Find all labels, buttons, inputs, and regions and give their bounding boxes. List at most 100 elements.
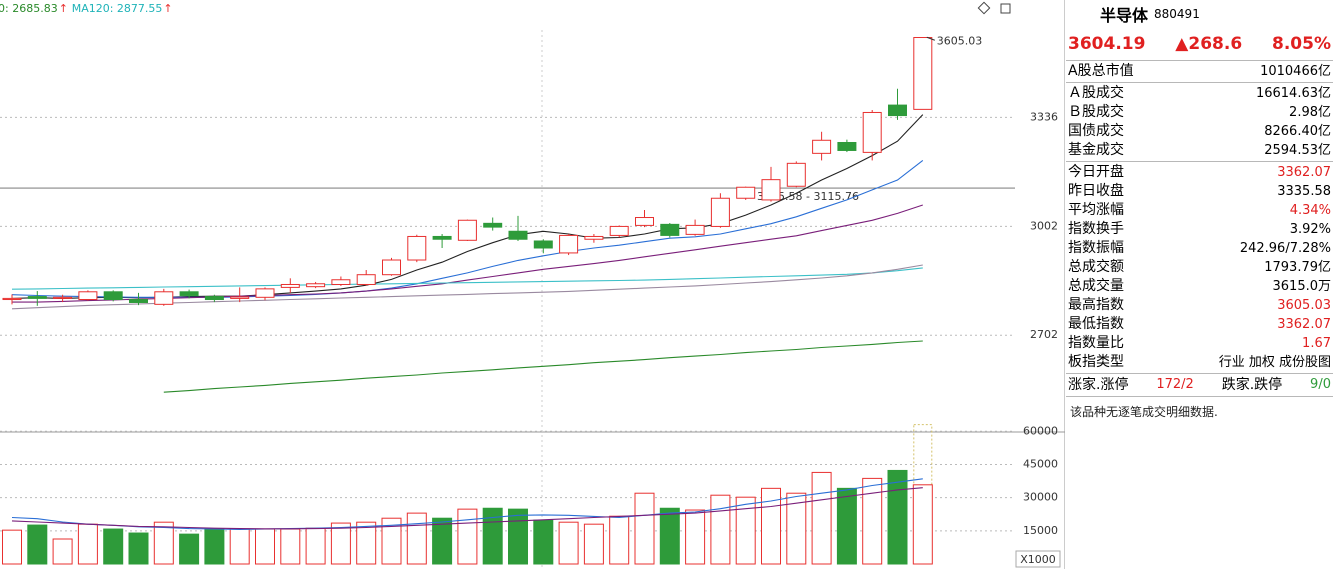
volume-bar: [27, 524, 48, 565]
volume-bar: [735, 496, 756, 565]
volume-bar: [685, 509, 706, 565]
row-value: 3335.58: [1277, 184, 1331, 199]
candle-body: [432, 235, 452, 240]
volume-bar: [2, 529, 22, 565]
row-value: 1.67: [1302, 336, 1331, 351]
volume-bar: [77, 523, 98, 565]
row-label: 平均涨幅: [1068, 202, 1124, 218]
volume-ma-line: [11, 487, 923, 530]
row-label: 最高指数: [1068, 297, 1124, 313]
panel-row: 总成交额 1793.79亿: [1066, 258, 1333, 277]
y-tick-label: 3336: [1030, 110, 1058, 123]
row-value: 2.98亿: [1289, 105, 1331, 120]
row-label: 总成交额: [1068, 259, 1124, 275]
down-label: 跌家.跌停: [1221, 377, 1283, 393]
panel-row: 总成交量 3615.0万: [1066, 277, 1333, 296]
y-tick-label: 45000: [1023, 457, 1058, 470]
candle-body: [913, 37, 933, 110]
row-label: Ａ股成交: [1068, 85, 1124, 101]
row-label: 指数量比: [1068, 335, 1124, 351]
y-tick-label: 30000: [1023, 491, 1058, 504]
y-tick-label: 60000: [1023, 424, 1058, 437]
row-label: 板指类型: [1068, 354, 1124, 370]
info-panel: 半导体 880491 3604.19 ▲268.6 8.05% A股总市值 1010466亿…: [1066, 0, 1333, 569]
volume-bar: [862, 477, 883, 565]
window-icon[interactable]: [1000, 3, 1011, 14]
ma-line: [11, 267, 923, 290]
panel-row: 板指类型 行业 加权 成份股图: [1066, 353, 1333, 372]
row-label: A股总市值: [1068, 63, 1134, 79]
candle-body: [154, 291, 174, 305]
last-price: 3604.19: [1068, 34, 1146, 54]
volume-bar: [280, 528, 301, 565]
panel-row: 最高指数 3605.03: [1066, 296, 1333, 315]
candle-body: [635, 217, 654, 226]
candle-body: [761, 179, 781, 201]
candle-body: [862, 111, 882, 153]
candle-body: [888, 104, 907, 117]
volume-bar: [887, 469, 908, 565]
up-value: 172/2: [1156, 377, 1194, 392]
row-value: 1793.79亿: [1264, 260, 1331, 275]
candle-body: [786, 162, 806, 187]
candle-body: [280, 283, 300, 288]
volume-ma-line: [11, 478, 923, 531]
candle-body: [103, 291, 123, 301]
ma-arrow: ↑: [59, 2, 68, 15]
volume-bar: [634, 492, 655, 565]
row-label: 基金成交: [1068, 142, 1124, 158]
candle-body: [356, 274, 376, 285]
candle-body: [129, 299, 148, 303]
panel-group: 今日开盘 3362.07 昨日收盘 3335.58 平均涨幅 4.34% 指数换手 3.92%…: [1066, 161, 1333, 373]
candle-body: [736, 186, 756, 199]
volume-bar: [406, 512, 427, 565]
candle-body: [812, 139, 832, 154]
candle-body: [559, 234, 579, 254]
unit-label: X1000: [1020, 553, 1056, 566]
row-label: 总成交量: [1068, 278, 1124, 294]
candle-body: [685, 224, 705, 235]
volume-bar: [255, 528, 275, 565]
volume-bar: [381, 517, 402, 565]
volume-bar: [229, 528, 250, 565]
volume-bar: [128, 532, 149, 565]
row-value: 3362.07: [1277, 317, 1331, 332]
panel-row: Ａ股成交 16614.63亿: [1066, 84, 1333, 103]
volume-bar: [305, 527, 326, 565]
candle-body: [230, 296, 250, 299]
high-annotation: 3605.03: [937, 34, 983, 47]
panel-note: 该品种无逐笔成交明细数据.: [1066, 396, 1333, 426]
volume-bar: [432, 517, 453, 565]
diamond-icon[interactable]: [977, 1, 991, 15]
volume-bar: [457, 508, 478, 565]
panel-group: A股总市值 1010466亿: [1066, 60, 1333, 82]
row-label: 今日开盘: [1068, 164, 1124, 180]
candle-body: [660, 223, 680, 236]
candle-body: [27, 296, 47, 299]
row-value: 8266.40亿: [1264, 124, 1331, 139]
candle-body: [533, 240, 553, 249]
price-change: ▲268.6: [1175, 34, 1243, 54]
candle-body: [2, 297, 22, 301]
unit-box: [1015, 550, 1061, 568]
candle-body: [483, 222, 503, 228]
candle-body: [710, 197, 730, 227]
ma-label: 0: 2685.83: [0, 2, 58, 15]
row-value: 行业 加权 成份股图: [1218, 355, 1331, 370]
panel-row: 最低指数 3362.07: [1066, 315, 1333, 334]
index-name: 半导体: [1100, 6, 1149, 25]
volume-bar: [508, 508, 528, 565]
volume-bar: [153, 521, 174, 565]
row-value: 3615.0万: [1272, 279, 1332, 294]
candle-body: [584, 235, 604, 240]
row-value: 242.96/7.28%: [1239, 241, 1331, 256]
panel-row: Ｂ股成交 2.98亿: [1066, 103, 1333, 122]
row-label: 指数换手: [1068, 221, 1124, 237]
row-value: 2594.53亿: [1264, 143, 1331, 158]
y-tick-label: 2702: [1030, 328, 1058, 341]
candle-body: [53, 296, 73, 299]
panel-row: 指数量比 1.67: [1066, 334, 1333, 353]
down-value: 9/0: [1310, 377, 1331, 392]
